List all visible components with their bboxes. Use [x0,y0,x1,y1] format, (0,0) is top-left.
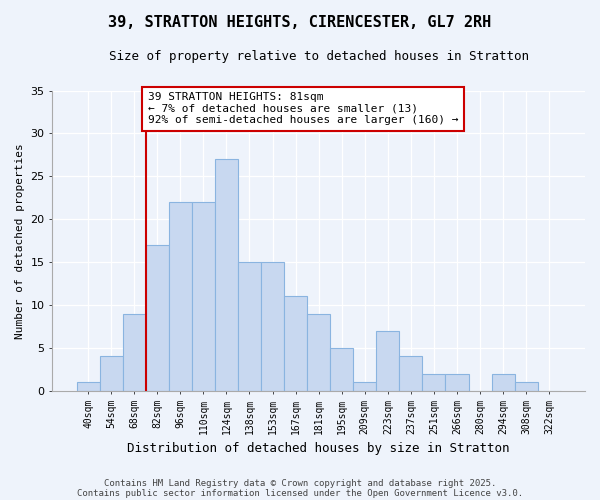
X-axis label: Distribution of detached houses by size in Stratton: Distribution of detached houses by size … [127,442,510,455]
Bar [169,202,192,391]
Bar [491,374,515,391]
Bar [238,262,261,391]
Bar [215,159,238,391]
Bar [261,262,284,391]
Bar [400,356,422,391]
Text: Contains HM Land Registry data © Crown copyright and database right 2025.: Contains HM Land Registry data © Crown c… [104,478,496,488]
Bar [307,314,330,391]
Bar [122,314,146,391]
Bar [353,382,376,391]
Bar [77,382,100,391]
Text: 39 STRATTON HEIGHTS: 81sqm
← 7% of detached houses are smaller (13)
92% of semi-: 39 STRATTON HEIGHTS: 81sqm ← 7% of detac… [148,92,458,126]
Bar [284,296,307,391]
Bar [330,348,353,391]
Bar [146,245,169,391]
Text: Contains public sector information licensed under the Open Government Licence v3: Contains public sector information licen… [77,488,523,498]
Bar [445,374,469,391]
Bar [422,374,445,391]
Bar [192,202,215,391]
Bar [100,356,122,391]
Text: 39, STRATTON HEIGHTS, CIRENCESTER, GL7 2RH: 39, STRATTON HEIGHTS, CIRENCESTER, GL7 2… [109,15,491,30]
Bar [515,382,538,391]
Title: Size of property relative to detached houses in Stratton: Size of property relative to detached ho… [109,50,529,63]
Y-axis label: Number of detached properties: Number of detached properties [15,143,25,338]
Bar [376,330,400,391]
